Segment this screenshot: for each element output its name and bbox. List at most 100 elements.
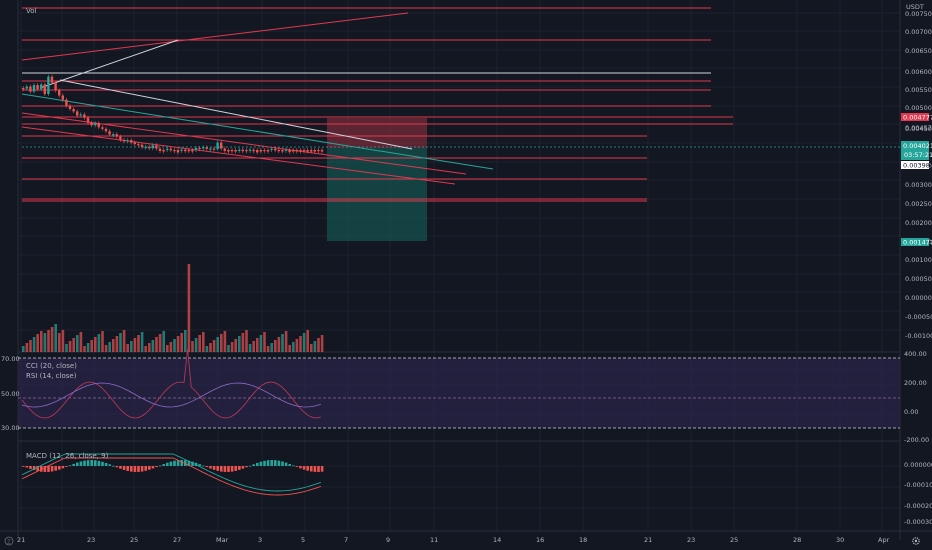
macd-histogram-bar xyxy=(90,460,93,466)
volume-bar xyxy=(302,333,306,352)
candle-body xyxy=(144,146,147,148)
candle-body xyxy=(108,131,111,135)
time-label: 28 xyxy=(793,536,801,544)
macd-histogram-bar xyxy=(83,460,86,466)
volume-bar xyxy=(140,332,144,352)
volume-bar xyxy=(151,340,155,352)
gear-icon[interactable] xyxy=(912,537,920,545)
macd-histogram-bar xyxy=(284,462,288,466)
macd-histogram-bar xyxy=(122,466,126,470)
macd-histogram-bar xyxy=(86,460,90,466)
macd-histogram-bar xyxy=(29,466,32,469)
volume-bar xyxy=(83,346,86,352)
macd-histogram-bar xyxy=(130,466,133,472)
candle-body xyxy=(50,76,54,83)
candle-body xyxy=(104,128,108,132)
macd-histogram-bar xyxy=(79,461,83,466)
volume-bar xyxy=(223,331,227,352)
candle-body xyxy=(241,149,244,152)
signal-line xyxy=(21,457,321,496)
candle-body xyxy=(169,148,172,151)
volume-bar xyxy=(133,338,137,352)
horizontal-lines[interactable] xyxy=(22,7,900,202)
candle-body xyxy=(320,150,324,152)
candle-body xyxy=(158,148,162,151)
candle-body xyxy=(58,90,61,96)
candle-body xyxy=(223,148,226,151)
volume-bar xyxy=(155,337,158,352)
time-label: 14 xyxy=(493,536,501,544)
volume-bar xyxy=(176,336,180,352)
candle-body xyxy=(90,122,93,126)
macd-histogram-bar xyxy=(227,466,230,472)
logo-z-icon[interactable]: Z xyxy=(4,536,14,546)
trend-line xyxy=(21,126,456,185)
candle-body xyxy=(184,149,187,152)
position-stop-zone[interactable] xyxy=(327,118,427,148)
volume-bar xyxy=(76,335,79,352)
volume-bar xyxy=(288,345,291,352)
macd-histogram-bar xyxy=(169,461,173,466)
time-label: 16 xyxy=(536,536,544,544)
candle-body xyxy=(101,127,104,129)
macd-histogram-bar xyxy=(104,462,108,466)
candle-body xyxy=(299,150,302,152)
volume-label: Vol xyxy=(26,7,37,15)
candle-body xyxy=(248,149,252,151)
trend-lines[interactable] xyxy=(21,12,494,185)
time-label: 11 xyxy=(430,536,438,544)
macd-histogram-bar xyxy=(166,462,169,466)
macd-histogram-bar xyxy=(126,466,129,471)
macd-legend[interactable]: MACD (12, 26, close, 9) xyxy=(26,452,109,460)
macd-histogram-bar xyxy=(148,466,151,470)
cci-axis-400: 400.00 xyxy=(904,350,927,358)
macd-histogram-bar xyxy=(320,466,324,472)
macd-histogram-bar xyxy=(220,466,223,472)
volume-bar xyxy=(209,343,212,352)
macd-histogram-bar xyxy=(317,466,320,472)
time-label: 25 xyxy=(130,536,138,544)
volume-bar xyxy=(29,340,32,352)
candle-body xyxy=(288,149,291,153)
macd-histogram-bar xyxy=(176,460,180,466)
candle-body xyxy=(133,142,136,145)
volume-bar xyxy=(169,342,173,352)
volume-bar xyxy=(187,264,191,352)
macd-histogram-bar xyxy=(202,465,205,467)
macd-histogram-bar xyxy=(97,460,101,466)
volume-bar xyxy=(40,331,43,352)
cci-axis-minus-200: -200.00 xyxy=(904,436,929,444)
candle-body xyxy=(36,85,39,90)
volume-bar xyxy=(212,340,216,352)
time-label: 23 xyxy=(87,536,95,544)
macd-histogram-bar xyxy=(115,466,119,468)
volume-bar xyxy=(252,341,255,352)
macd-histogram-bar xyxy=(281,461,284,466)
macd-axis-0: 0.000000 xyxy=(904,461,932,469)
volume-bar xyxy=(198,335,201,352)
rsi-legend[interactable]: RSI (14, close) xyxy=(26,372,77,380)
candle-body xyxy=(54,82,57,91)
time-label: 18 xyxy=(579,536,587,544)
macd-histogram-bar xyxy=(133,466,137,472)
svg-text:0.003983: 0.003983 xyxy=(903,162,932,170)
macd-histogram-bar xyxy=(151,466,155,469)
time-label: 7 xyxy=(344,536,348,544)
candle-body xyxy=(155,145,158,149)
cci-legend[interactable]: CCI (20, close) xyxy=(26,362,77,370)
macd-histogram-bar xyxy=(144,466,147,471)
position-target-zone[interactable] xyxy=(327,148,427,241)
time-axis[interactable]: 21 23 25 27 Mar 3 5 7 9 11 14 16 18 21 23 25 28 30 Apr xyxy=(17,536,890,544)
volume-bar xyxy=(90,340,93,352)
candle-body xyxy=(205,147,208,149)
candle-body xyxy=(140,144,144,148)
volume-bar xyxy=(191,341,194,352)
macd-histogram-bar xyxy=(108,464,111,466)
candle-body xyxy=(151,145,154,149)
macd-histogram-bar xyxy=(94,460,97,466)
candle-body xyxy=(252,149,255,152)
